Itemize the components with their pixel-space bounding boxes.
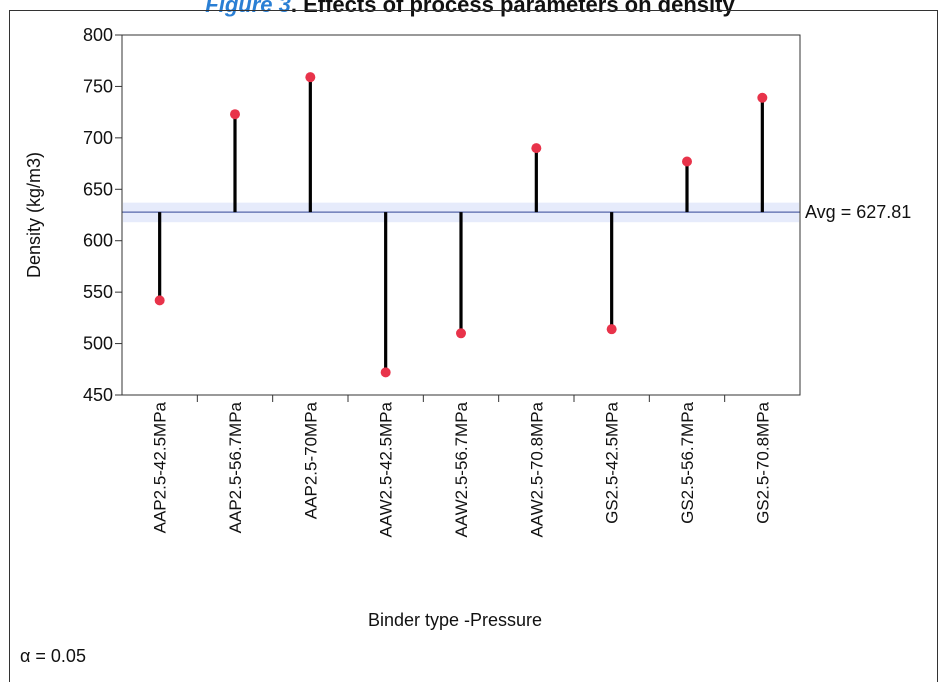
figure-caption: . Effects of process parameters on densi…	[290, 0, 735, 17]
data-point	[305, 72, 316, 83]
chart-frame	[9, 10, 938, 682]
x-tick-label: AAP2.5-70MPa	[301, 401, 320, 519]
figure-title: Figure 3. Effects of process parameters …	[0, 0, 940, 18]
y-tick-label: 600	[83, 231, 113, 251]
y-tick-label: 800	[83, 25, 113, 45]
y-tick-label: 750	[83, 76, 113, 96]
x-axis: AAP2.5-42.5MPa AAP2.5-56.7MPa AAP2.5-70MPa…	[151, 395, 772, 537]
data-point	[757, 92, 768, 103]
y-tick-label: 650	[83, 179, 113, 199]
y-axis: 450 500 550 600 650 700 750 800	[83, 25, 122, 405]
x-tick-label: GS2.5-70.8MPa	[753, 401, 772, 523]
figure-number: Figure 3	[205, 0, 291, 17]
data-point	[154, 295, 165, 306]
x-tick-label: AAW2.5-56.7MPa	[452, 401, 471, 537]
data-point	[531, 143, 542, 154]
y-tick-label: 550	[83, 282, 113, 302]
plot-area-border	[121, 34, 801, 396]
x-tick-label: AAP2.5-56.7MPa	[226, 401, 245, 533]
x-axis-label: Binder type -Pressure	[368, 610, 542, 630]
x-tick-label: AAP2.5-42.5MPa	[151, 401, 170, 533]
x-tick-label: AAW2.5-42.5MPa	[377, 401, 396, 537]
y-tick-label: 450	[83, 385, 113, 405]
x-tick-label: GS2.5-42.5MPa	[603, 401, 622, 523]
data-point	[380, 367, 391, 378]
x-tick-label: AAW2.5-70.8MPa	[527, 401, 546, 537]
stems-group	[154, 72, 768, 378]
data-point	[456, 328, 466, 339]
data-point	[230, 109, 240, 120]
average-label: Avg = 627.81	[805, 202, 911, 222]
data-point	[606, 324, 617, 335]
y-tick-label: 500	[83, 334, 113, 354]
y-tick-label: 700	[83, 128, 113, 148]
x-tick-label: GS2.5-56.7MPa	[678, 401, 697, 523]
data-point	[682, 156, 692, 167]
y-axis-label: Density (kg/m3)	[24, 152, 44, 278]
alpha-label: α = 0.05	[20, 646, 86, 666]
